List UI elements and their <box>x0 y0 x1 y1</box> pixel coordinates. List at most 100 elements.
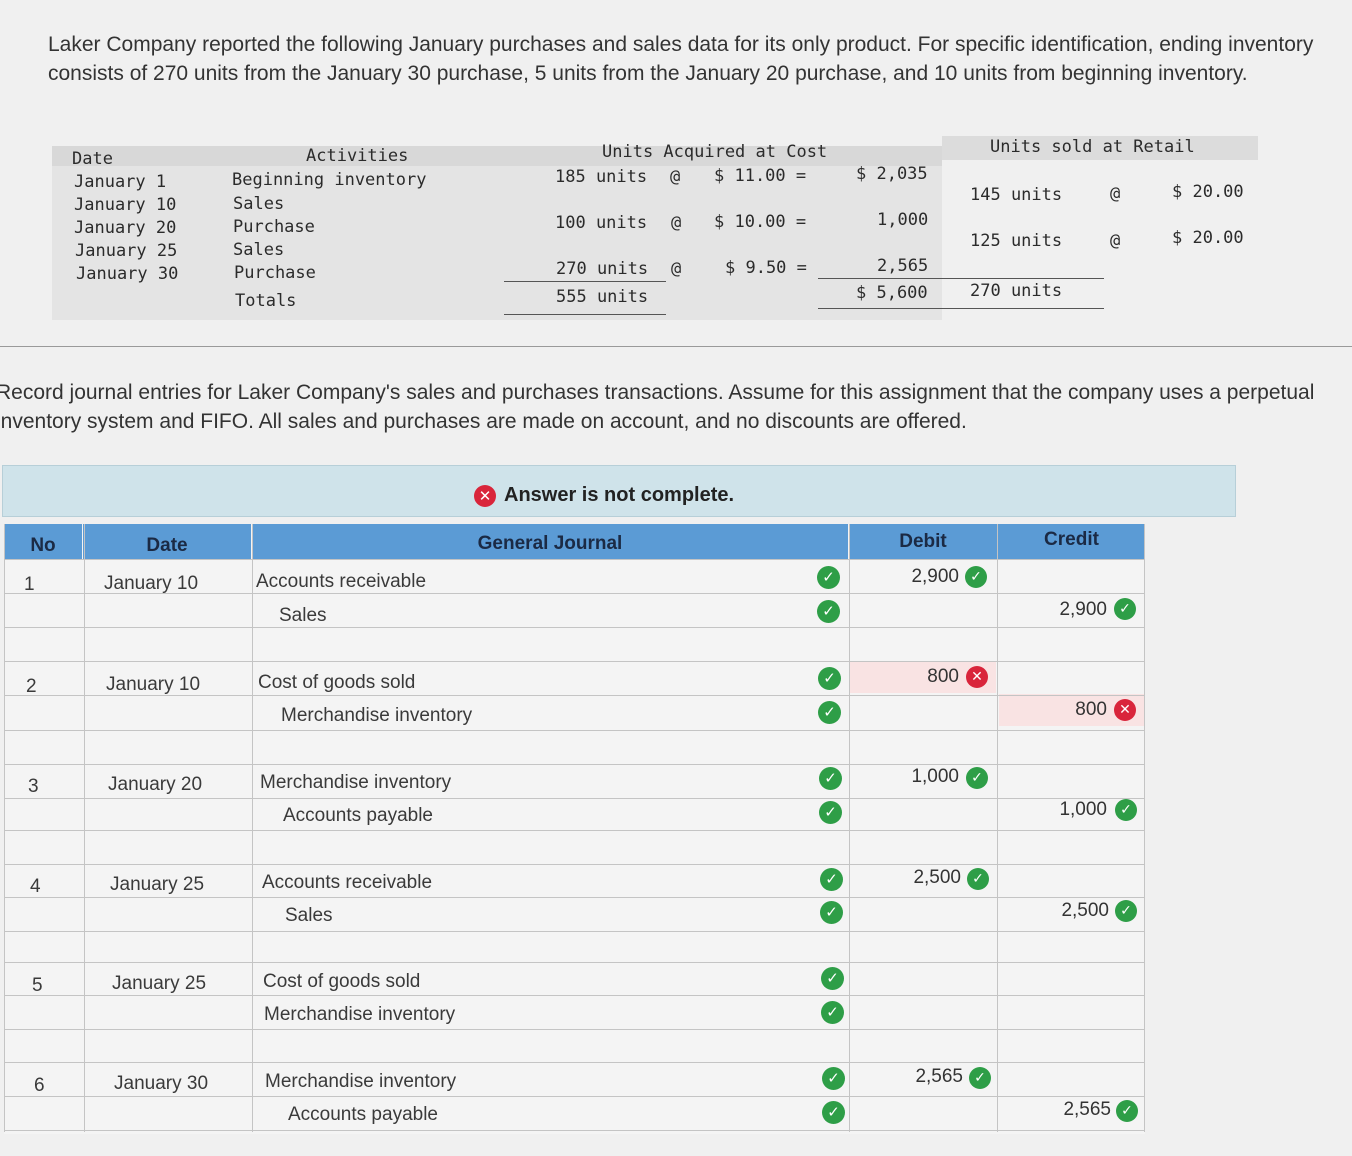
grid-row-line <box>4 764 1145 765</box>
entry-date[interactable]: January 10 <box>106 674 201 695</box>
purchases-sales-table: Date Activities Units Acquired at Cost U… <box>52 136 1258 320</box>
header-activities: Activities <box>306 146 409 166</box>
double-underline <box>504 314 666 315</box>
check-icon: ✓ <box>821 967 844 990</box>
account-field[interactable]: Merchandise inventory <box>264 1004 456 1025</box>
check-icon: ✓ <box>969 1067 991 1089</box>
grid-row-line <box>4 830 1145 831</box>
debit-field[interactable]: 2,900 <box>911 566 959 587</box>
entry-no: 5 <box>32 975 43 996</box>
check-icon: ✓ <box>822 1067 845 1090</box>
row-date: January 20 <box>74 218 177 238</box>
row-acq-cost: $ 10.00 = <box>714 212 807 232</box>
grid-row-line <box>4 1130 1145 1131</box>
header-no: No <box>4 524 82 560</box>
account-field[interactable]: Sales <box>285 905 333 926</box>
answer-status-bar <box>2 465 1236 517</box>
debit-field[interactable]: 2,565 <box>915 1066 963 1087</box>
row-acq-total: $ 2,035 <box>856 164 928 184</box>
grid-row-line <box>4 1062 1145 1063</box>
account-field[interactable]: Sales <box>279 605 327 626</box>
grid-row-line <box>4 864 1145 865</box>
entry-no: 4 <box>30 876 41 897</box>
header-date: Date <box>83 524 251 560</box>
row-acq-units: 185 units <box>555 167 648 187</box>
check-icon: ✓ <box>817 600 840 623</box>
entry-date[interactable]: January 25 <box>110 874 205 895</box>
grid-col-line <box>997 524 998 1132</box>
entry-date[interactable]: January 25 <box>112 973 207 994</box>
credit-field[interactable]: 2,900 <box>1059 599 1107 620</box>
credit-field[interactable]: 2,500 <box>1061 900 1109 921</box>
credit-field[interactable]: 800 <box>1075 699 1107 720</box>
row-acq-units: 270 units <box>556 259 649 279</box>
entry-no: 6 <box>34 1075 45 1096</box>
row-activity: Purchase <box>234 263 316 283</box>
grid-row-line <box>4 962 1145 963</box>
section-divider <box>0 346 1352 347</box>
totals-acq-total: $ 5,600 <box>856 283 928 303</box>
grid-row-line <box>4 897 1145 898</box>
check-icon: ✓ <box>822 1101 845 1124</box>
entry-no: 2 <box>26 676 37 697</box>
check-icon: ✓ <box>965 566 987 588</box>
entry-no: 3 <box>28 776 39 797</box>
credit-field[interactable]: 2,565 <box>1063 1099 1111 1120</box>
row-activity: Purchase <box>233 217 315 237</box>
grid-row-line <box>4 1096 1145 1097</box>
check-icon: ✓ <box>1116 1100 1138 1122</box>
entry-date[interactable]: January 30 <box>114 1073 209 1094</box>
header-debit: Debit <box>849 524 997 560</box>
row-sold-at: @ <box>1110 231 1121 251</box>
totals-label: Totals <box>235 291 297 311</box>
check-icon: ✓ <box>1115 900 1137 922</box>
account-field[interactable]: Cost of goods sold <box>263 971 421 992</box>
credit-field[interactable]: 1,000 <box>1059 799 1107 820</box>
row-activity: Beginning inventory <box>232 170 427 190</box>
account-field[interactable]: Accounts payable <box>283 805 433 826</box>
account-field[interactable]: Accounts receivable <box>262 872 433 893</box>
account-field[interactable]: Merchandise inventory <box>281 705 473 726</box>
row-acq-cost: $ 11.00 = <box>714 166 807 186</box>
account-field[interactable]: Accounts receivable <box>256 571 427 592</box>
account-field[interactable]: Merchandise inventory <box>265 1071 457 1092</box>
grid-col-line <box>1144 524 1145 1132</box>
entry-date[interactable]: January 10 <box>104 573 199 594</box>
entry-date[interactable]: January 20 <box>108 774 203 795</box>
row-acq-at: @ <box>671 259 682 279</box>
header-date: Date <box>72 149 113 169</box>
header-units-sold: Units sold at Retail <box>990 137 1195 157</box>
row-acq-cost: $ 9.50 = <box>725 258 807 278</box>
sold-header-background <box>942 136 1258 160</box>
debit-field[interactable]: 1,000 <box>911 766 959 787</box>
check-icon: ✓ <box>818 667 841 690</box>
row-sold-price: $ 20.00 <box>1172 182 1244 202</box>
check-icon: ✓ <box>818 701 841 724</box>
row-acq-total: 1,000 <box>877 210 929 230</box>
entry-no: 1 <box>24 574 35 595</box>
grid-row-line <box>4 995 1145 996</box>
debit-field[interactable]: 800 <box>927 666 959 687</box>
problem-intro: Laker Company reported the following Jan… <box>48 33 1314 85</box>
underline <box>818 278 1104 279</box>
grid-row-line <box>4 1029 1145 1030</box>
x-circle-icon: ✕ <box>966 666 988 688</box>
row-acq-total: 2,565 <box>877 256 929 276</box>
check-icon: ✓ <box>1115 799 1137 821</box>
account-field[interactable]: Cost of goods sold <box>258 672 416 693</box>
row-date: January 1 <box>74 172 167 192</box>
debit-field[interactable]: 2,500 <box>913 867 961 888</box>
header-general-journal: General Journal <box>252 524 848 560</box>
row-activity: Sales <box>233 240 285 260</box>
account-field[interactable]: Accounts payable <box>288 1104 438 1125</box>
account-field[interactable]: Merchandise inventory <box>260 772 452 793</box>
check-icon: ✓ <box>819 767 842 790</box>
grid-row-line <box>4 931 1145 932</box>
row-date: January 25 <box>75 241 178 261</box>
grid-row-line <box>4 730 1145 731</box>
row-date: January 30 <box>76 264 179 284</box>
grid-row-line <box>4 798 1145 799</box>
x-circle-icon: ✕ <box>1114 699 1136 721</box>
totals-sold-units: 270 units <box>970 281 1063 301</box>
grid-row-line <box>4 559 1145 560</box>
